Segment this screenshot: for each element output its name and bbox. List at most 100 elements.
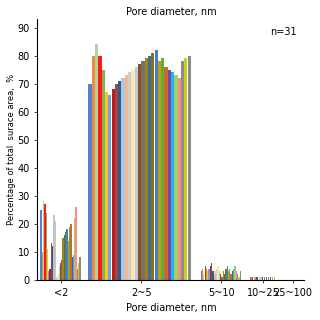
- Bar: [219, 271, 220, 280]
- Bar: [79, 257, 81, 280]
- Bar: [70, 224, 71, 280]
- Bar: [161, 58, 164, 280]
- Bar: [206, 269, 207, 280]
- Bar: [128, 72, 131, 280]
- Bar: [47, 249, 48, 280]
- Bar: [78, 263, 79, 280]
- Bar: [138, 64, 141, 280]
- Bar: [68, 241, 69, 280]
- Bar: [216, 269, 218, 280]
- Bar: [141, 61, 145, 280]
- Bar: [223, 271, 224, 280]
- Bar: [252, 277, 253, 280]
- X-axis label: Pore diameter, nm: Pore diameter, nm: [125, 303, 216, 313]
- Bar: [261, 277, 262, 280]
- Bar: [53, 215, 55, 280]
- Bar: [270, 277, 271, 280]
- Bar: [76, 207, 77, 280]
- Bar: [145, 58, 148, 280]
- Bar: [74, 218, 76, 280]
- Bar: [65, 232, 66, 280]
- Bar: [132, 69, 135, 280]
- Bar: [184, 58, 188, 280]
- Bar: [262, 277, 263, 280]
- Bar: [232, 271, 233, 280]
- Bar: [210, 266, 211, 280]
- Bar: [230, 274, 232, 280]
- Bar: [212, 271, 213, 280]
- Bar: [240, 271, 241, 280]
- Bar: [48, 271, 49, 280]
- Bar: [105, 92, 108, 280]
- Bar: [42, 252, 43, 280]
- Bar: [264, 277, 265, 280]
- Bar: [62, 238, 64, 280]
- Bar: [201, 271, 202, 280]
- Bar: [122, 78, 125, 280]
- Bar: [118, 81, 121, 280]
- Bar: [257, 277, 258, 280]
- Bar: [95, 44, 98, 280]
- Bar: [171, 72, 174, 280]
- Bar: [45, 212, 47, 280]
- Bar: [266, 277, 267, 280]
- Bar: [69, 227, 70, 280]
- Bar: [77, 269, 78, 280]
- Bar: [218, 266, 219, 280]
- Bar: [204, 266, 206, 280]
- Bar: [135, 67, 138, 280]
- Bar: [274, 277, 275, 280]
- Bar: [181, 61, 184, 280]
- Bar: [213, 274, 215, 280]
- Bar: [221, 277, 223, 280]
- Bar: [236, 271, 237, 280]
- Bar: [44, 204, 45, 280]
- Bar: [202, 269, 203, 280]
- Bar: [98, 56, 101, 280]
- Bar: [220, 274, 221, 280]
- Bar: [56, 277, 57, 280]
- Bar: [66, 229, 68, 280]
- Bar: [250, 277, 251, 280]
- Bar: [164, 67, 168, 280]
- Bar: [272, 277, 273, 280]
- Bar: [208, 269, 210, 280]
- Bar: [151, 53, 155, 280]
- Bar: [155, 50, 158, 280]
- Bar: [108, 95, 111, 280]
- Bar: [225, 269, 227, 280]
- Bar: [203, 274, 204, 280]
- Bar: [60, 263, 61, 280]
- Bar: [259, 277, 260, 280]
- Bar: [228, 271, 229, 280]
- Bar: [188, 56, 191, 280]
- Bar: [233, 269, 234, 280]
- Bar: [72, 257, 73, 280]
- Bar: [268, 277, 269, 280]
- Bar: [255, 277, 256, 280]
- Bar: [43, 201, 44, 280]
- Bar: [64, 235, 65, 280]
- Bar: [102, 69, 105, 280]
- Bar: [237, 274, 238, 280]
- Bar: [61, 260, 62, 280]
- Bar: [115, 84, 118, 280]
- Bar: [207, 271, 208, 280]
- Bar: [158, 61, 161, 280]
- Bar: [227, 266, 228, 280]
- Bar: [215, 271, 216, 280]
- Bar: [50, 269, 51, 280]
- Bar: [224, 274, 225, 280]
- Bar: [238, 277, 240, 280]
- Bar: [275, 277, 276, 280]
- Bar: [55, 221, 56, 280]
- Bar: [254, 277, 255, 280]
- Bar: [148, 56, 151, 280]
- Bar: [168, 69, 171, 280]
- Text: n=31: n=31: [270, 27, 296, 37]
- Title: Pore diameter, nm: Pore diameter, nm: [125, 7, 216, 17]
- Bar: [178, 78, 181, 280]
- Bar: [234, 266, 236, 280]
- Bar: [59, 266, 60, 280]
- Bar: [229, 269, 230, 280]
